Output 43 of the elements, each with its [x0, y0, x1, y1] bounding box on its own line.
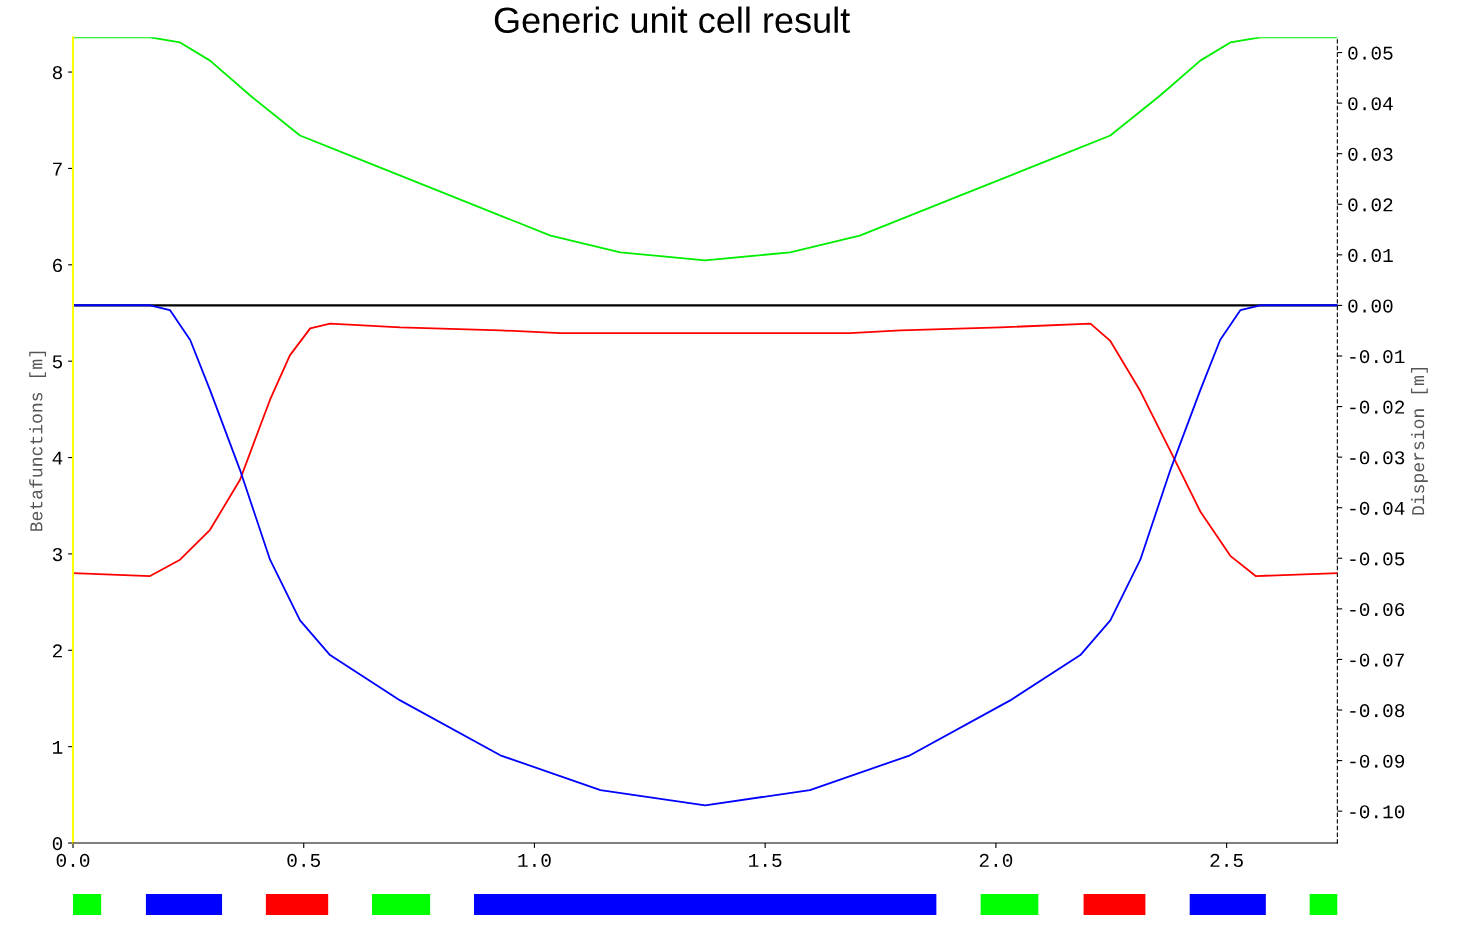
y-tick-label: 6	[53, 258, 63, 273]
y2-tick-label: -0.04	[1350, 501, 1405, 515]
y2-tick-label: 0.05	[1348, 46, 1393, 60]
y2-axis-title: Dispersion [m]	[1410, 367, 1428, 515]
y-tick-label: 5	[52, 355, 63, 369]
x-tick-label: 2.5	[1210, 853, 1243, 868]
x-tick-label: 1.5	[749, 854, 782, 868]
bar	[1189, 894, 1266, 916]
y2-tick-label: -0.08	[1350, 704, 1405, 718]
bar	[980, 894, 1039, 916]
y2-tick-label: 0.03	[1348, 147, 1393, 161]
y2-tick-label: -0.06	[1350, 602, 1405, 617]
y-tick-label: 8	[52, 66, 62, 80]
x-tick-label: 0.5	[287, 853, 320, 868]
y-tick-label: 7	[53, 162, 62, 176]
y-tick-label: 0	[52, 837, 63, 851]
x-tick-label: 1.0	[518, 853, 551, 868]
y2-tick-label: -0.05	[1350, 552, 1405, 566]
y2-tick-label: 0.02	[1348, 198, 1393, 212]
bar	[145, 894, 223, 916]
bar	[1309, 894, 1338, 916]
y2-tick-label: -0.03	[1350, 451, 1405, 465]
y2-tick-label: -0.02	[1350, 400, 1405, 414]
y-tick-label: 1	[53, 740, 63, 754]
y2-tick-label: 0.01	[1348, 248, 1393, 263]
x-tick-label: 0.0	[56, 853, 90, 868]
bar	[73, 894, 102, 916]
y-axis-title: Betafunctions [m]	[29, 351, 47, 531]
bar	[265, 894, 329, 916]
line-series	[73, 322, 1338, 577]
y2-tick-label: -0.09	[1350, 754, 1405, 768]
y2-tick-label: -0.07	[1350, 653, 1404, 667]
y-tick-label: 2	[52, 644, 62, 658]
y2-tick-label: 0.04	[1348, 97, 1393, 111]
y2-tick-label: -0.01	[1350, 350, 1405, 364]
y2-tick-label: -0.10	[1350, 805, 1405, 819]
y-tick-label: 4	[52, 451, 63, 465]
y2-tick-label: 0.00	[1348, 299, 1393, 313]
chart-title: Generic unit cell result	[494, 6, 850, 34]
y-tick-label: 3	[52, 547, 63, 562]
bar	[372, 894, 431, 916]
bar	[1083, 894, 1146, 916]
x-tick-label: 2.0	[979, 853, 1013, 868]
